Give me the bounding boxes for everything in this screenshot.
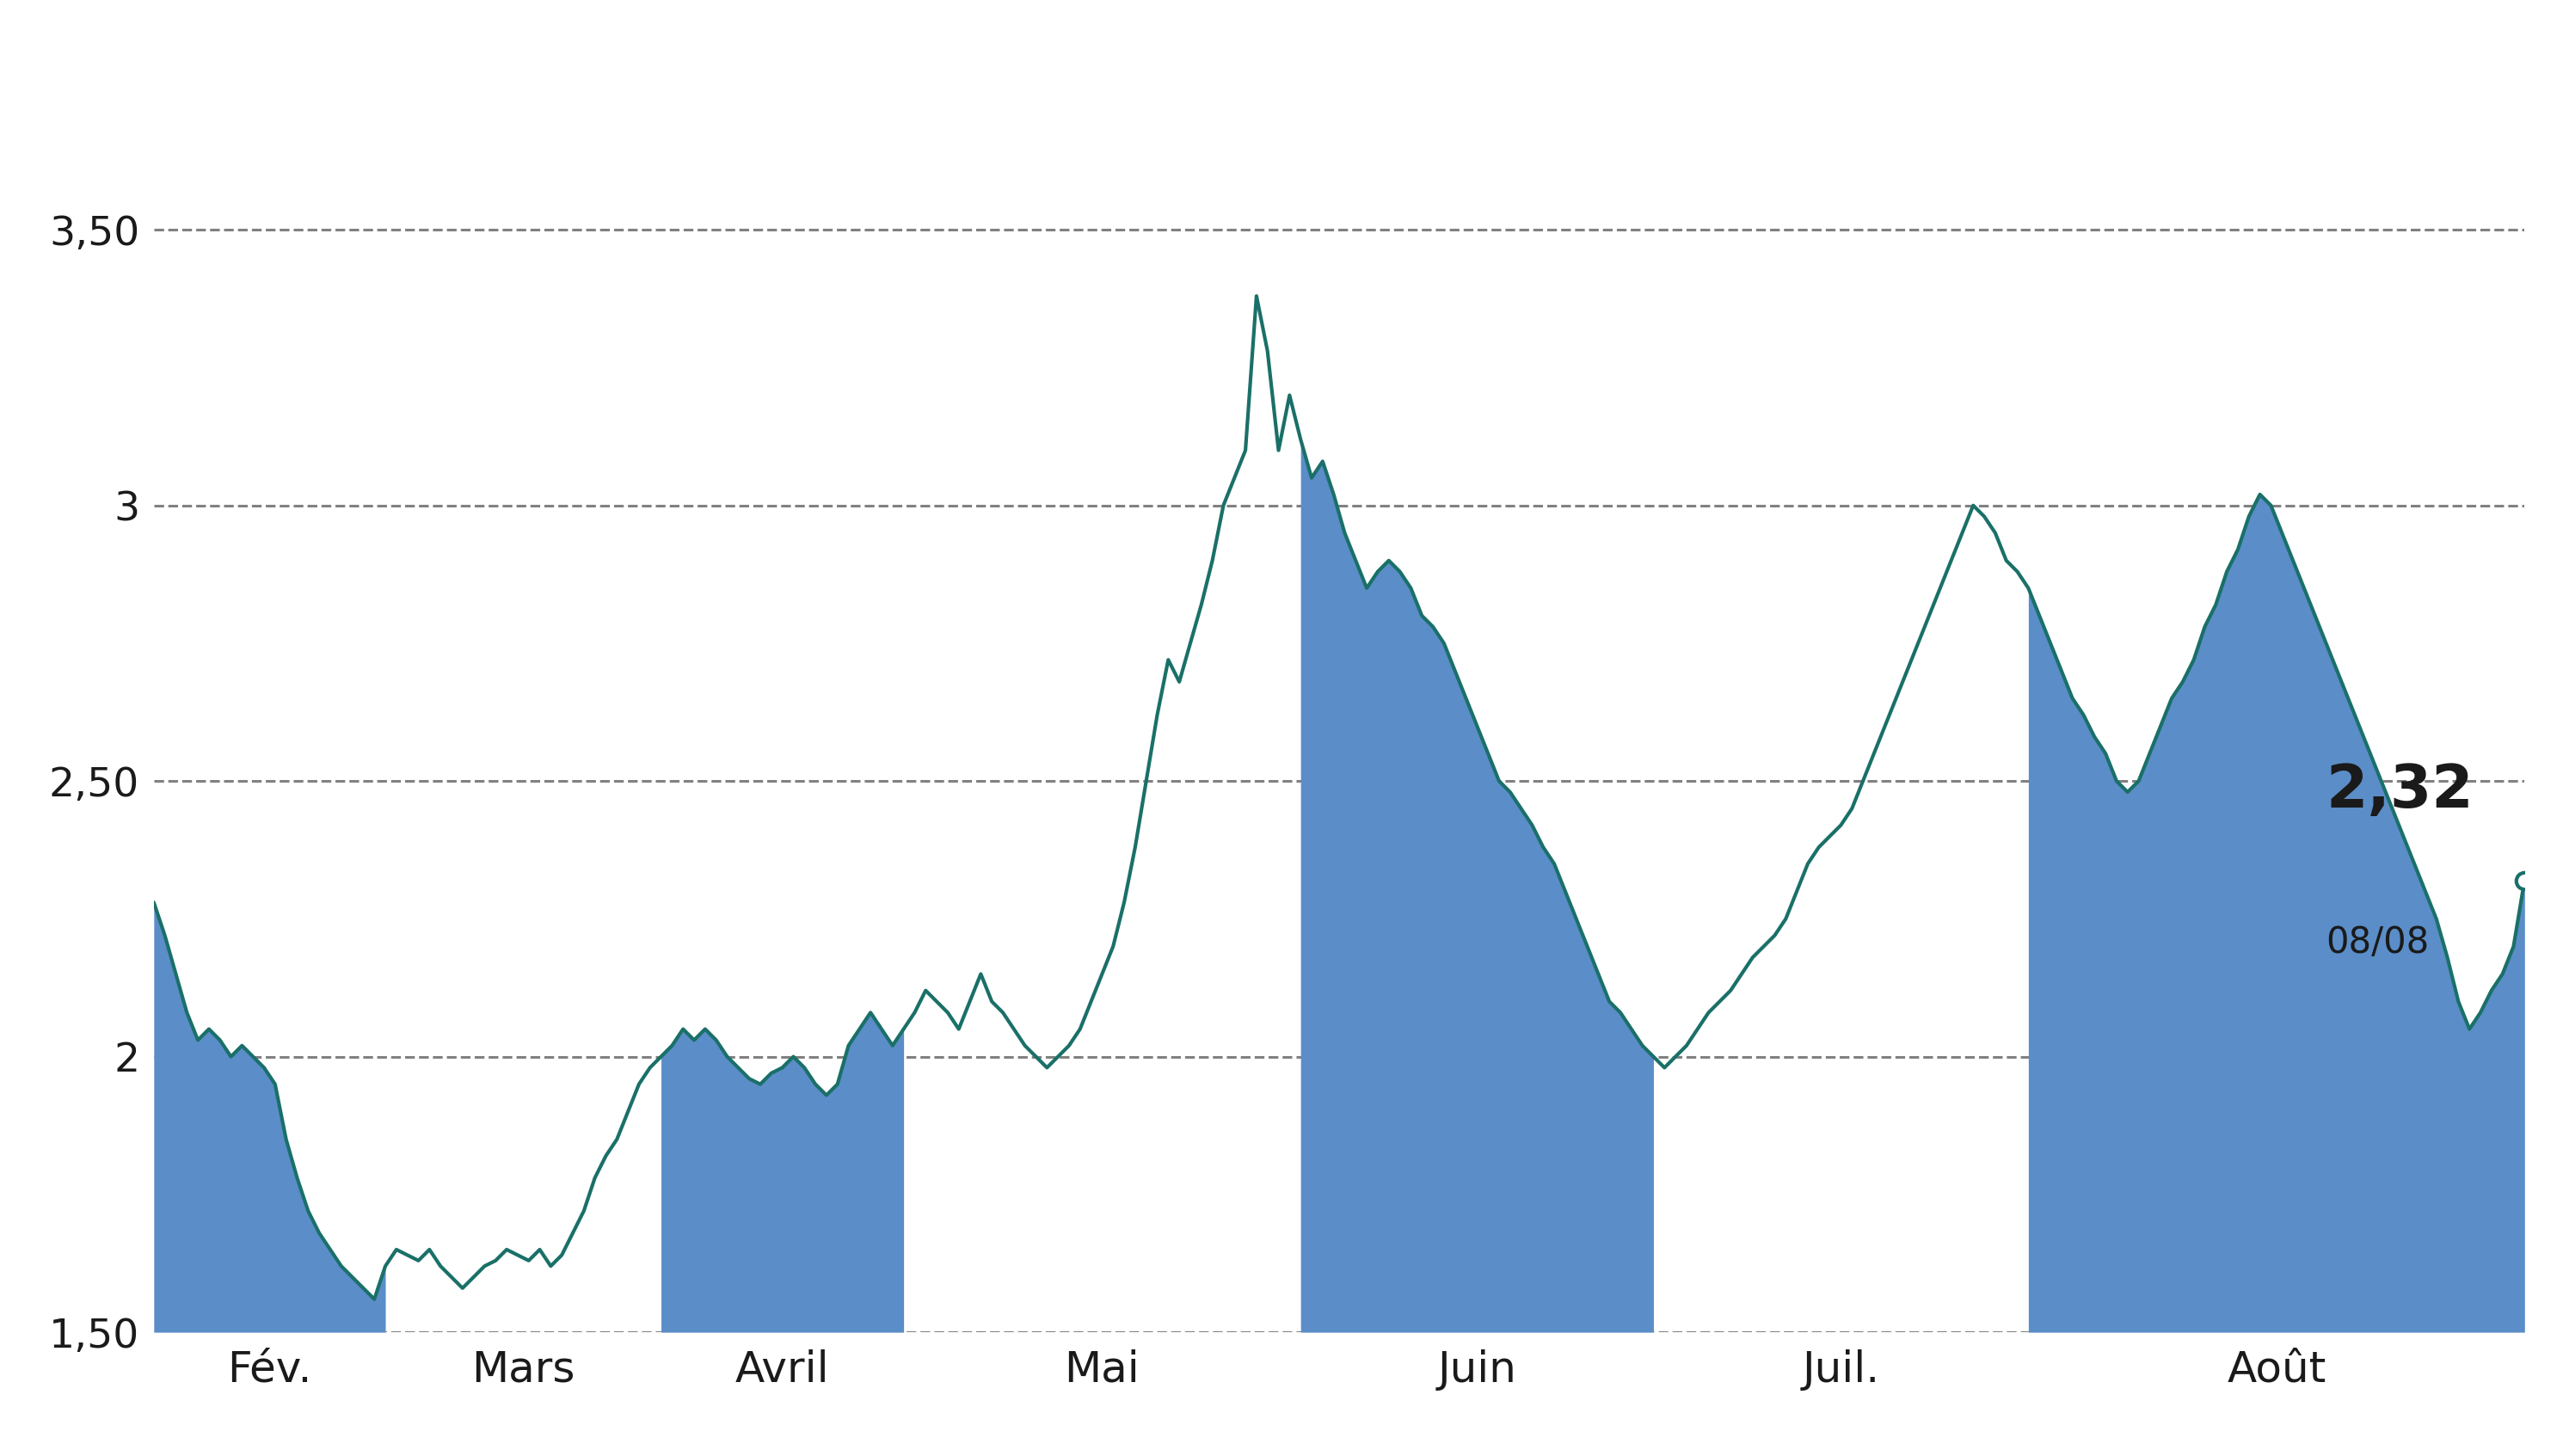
Text: 08/08: 08/08	[2327, 925, 2430, 961]
Text: 2,32: 2,32	[2327, 761, 2473, 820]
Text: MCPHY ENERGY: MCPHY ENERGY	[869, 38, 1694, 130]
